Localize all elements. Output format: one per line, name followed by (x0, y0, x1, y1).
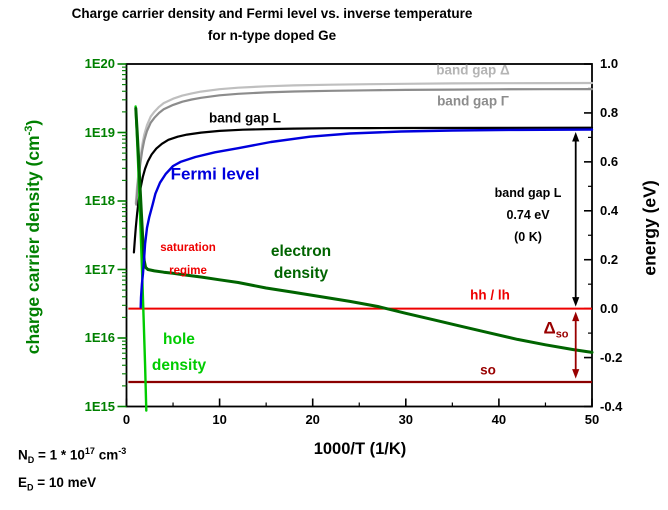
saturation-regime-label-line2: regime (169, 265, 207, 277)
nd-exponent: 17 (84, 446, 95, 456)
electron-density-curve (134, 107, 594, 354)
nd-equation: = 1 * 10 (34, 447, 85, 463)
right-tick-label-0.6: 0.6 (600, 153, 619, 169)
band-gap-note-line2: 0.74 eV (506, 208, 550, 222)
left-tick-label-1E16: 1E16 (84, 330, 115, 345)
right-tick-label-0.8: 0.8 (600, 104, 619, 120)
delta-so-span-arrowhead-top (572, 311, 580, 322)
x-tick-label-40: 40 (491, 412, 507, 427)
delta-so-label: Δso (543, 318, 569, 341)
y-left-axis-title: charge carrier density (cm-3) (23, 120, 43, 354)
ed-subscript: D (27, 482, 34, 493)
nd-subscript: D (27, 455, 35, 466)
hole-density-label-line2: density (151, 357, 207, 374)
left-tick-label-1E15: 1E15 (84, 398, 115, 414)
left-tick-label-1E17: 1E17 (84, 261, 115, 277)
electron-density-label-line1: electron (270, 243, 332, 260)
band-gap-l-curve-label: band gap L (209, 110, 281, 126)
x-tick-label-20: 20 (305, 412, 320, 427)
saturation-regime-label: saturation regime (160, 237, 216, 283)
y-left-title-superscript: -3 (22, 125, 35, 136)
x-tick-label-50: 50 (584, 412, 600, 427)
electron-density-label-line2: density (273, 265, 329, 282)
hole-density-label: hole density (152, 327, 206, 379)
right-tick-label-0.4: 0.4 (600, 202, 619, 218)
x-tick-label-10: 10 (212, 412, 227, 427)
x-tick-label-30: 30 (398, 412, 414, 427)
y-left-title-close: ) (22, 119, 43, 126)
band-gap-l-span-arrowhead-top (572, 132, 580, 142)
y-left-title-text: charge carrier density (cm (22, 135, 43, 355)
band-gap-value-note: band gap L 0.74 eV (0 K) (495, 182, 562, 248)
saturation-regime-label-line1: saturation (160, 242, 216, 254)
x-axis-title: 1000/T (1/K) (313, 439, 407, 458)
band-gap-note-line1: band gap L (494, 186, 562, 200)
hh-lh-band-label: hh / lh (470, 287, 510, 303)
x-tick-label-0: 0 (122, 412, 131, 427)
nd-unit-exponent: -3 (118, 446, 127, 456)
left-tick-label-1E19: 1E19 (84, 124, 115, 140)
donor-concentration-note: ND = 1 * 1017 cm-3 (18, 446, 127, 466)
fermi-level-label: Fermi level (170, 164, 260, 184)
delta-so-subscript: so (555, 328, 569, 341)
electron-density-label: electron density (271, 241, 331, 285)
chart-title-line1: Charge carrier density and Fermi level v… (71, 6, 473, 21)
y-right-axis-title: energy (eV) (639, 180, 660, 276)
band-gap-delta-label: band gap Δ (436, 62, 510, 78)
band-gap-gamma-label: band gap Γ (437, 93, 509, 109)
band-gap-note-line3: (0 K) (514, 230, 542, 244)
band-gap-l-span-arrowhead-bottom (572, 297, 580, 307)
right-tick-label-1.0: 1.0 (600, 56, 619, 71)
chart-title-line2: for n-type doped Ge (207, 28, 337, 43)
nd-unit: cm (94, 447, 119, 463)
right-tick-label-0.0: 0.0 (600, 300, 619, 316)
donor-energy-note: ED = 10 meV (18, 475, 97, 494)
ed-symbol: E (18, 475, 28, 490)
left-tick-label-1E20: 1E20 (84, 56, 115, 71)
fermi-level-curve (139, 128, 594, 309)
delta-so-span-arrowhead-bottom (572, 369, 580, 379)
so-band-label: so (480, 362, 496, 378)
right-tick-label-0.2: 0.2 (600, 251, 619, 267)
nd-symbol: N (18, 447, 28, 463)
delta-symbol: Δ (543, 318, 556, 338)
right-tick-label--0.2: -0.2 (600, 349, 623, 365)
hole-density-label-line1: hole (163, 331, 195, 348)
band-gap-curve (135, 87, 594, 206)
left-tick-label-1E18: 1E18 (84, 193, 115, 208)
right-tick-label--0.4: -0.4 (600, 398, 623, 414)
ed-equation: = 10 meV (33, 475, 97, 490)
